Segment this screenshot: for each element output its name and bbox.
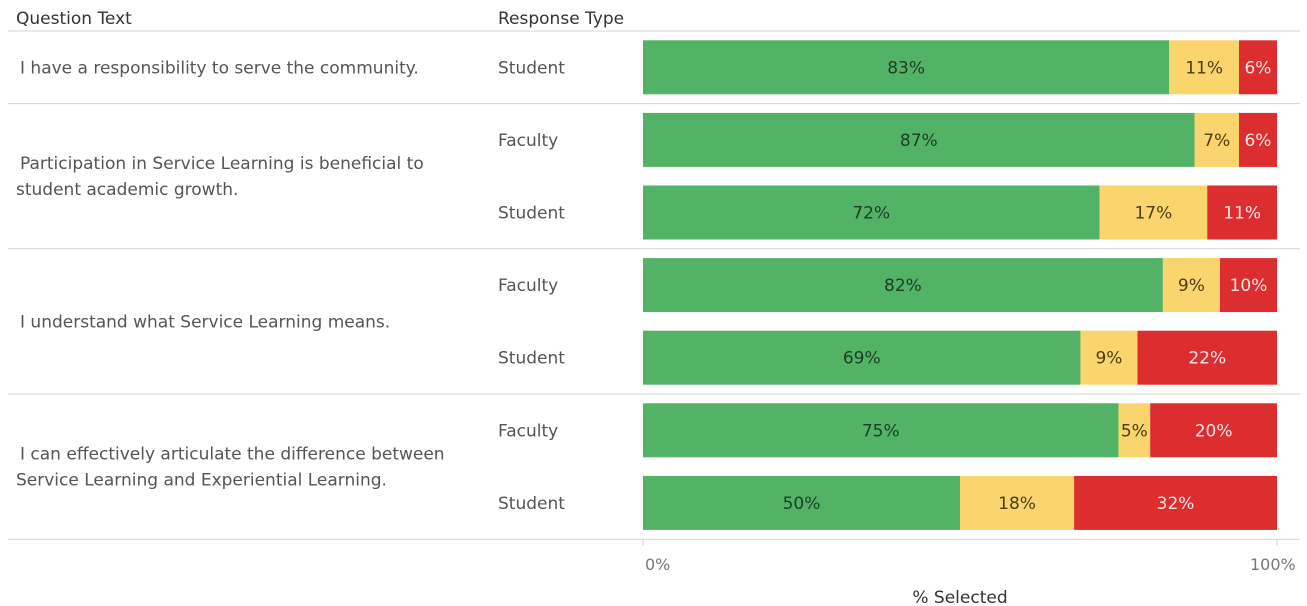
question-text: Service Learning and Experiential Learni…	[16, 471, 387, 491]
bar-segment-neutral	[1162, 258, 1220, 313]
data-label: 11%	[1223, 204, 1261, 224]
response-type-label: Faculty	[498, 421, 558, 441]
bar-segment-neutral	[1169, 40, 1239, 95]
bar-segment-agree	[643, 40, 1170, 95]
x-tick-label: 0%	[645, 555, 670, 574]
bar-segment-agree	[643, 475, 960, 530]
data-label: 83%	[887, 58, 925, 78]
bar-segment-disagree	[1238, 40, 1277, 95]
bar-segment-agree	[643, 112, 1195, 167]
response-type-label: Student	[498, 58, 565, 78]
data-label: 82%	[884, 276, 922, 296]
bar-segment-neutral	[960, 475, 1075, 530]
response-type-label: Student	[498, 494, 565, 514]
data-label: 11%	[1185, 58, 1223, 78]
bar-segment-disagree	[1150, 403, 1277, 458]
response-type-column-header: Response Type	[498, 9, 624, 29]
question-text: I understand what Service Learning means…	[20, 312, 390, 332]
data-label: 22%	[1188, 349, 1226, 369]
response-type-label: Faculty	[498, 131, 558, 151]
question-text: I have a responsibility to serve the com…	[20, 58, 419, 78]
bar-segment-disagree	[1219, 258, 1277, 313]
data-label: 75%	[862, 421, 900, 441]
question-column-header: Question Text	[16, 9, 132, 29]
question-text: Participation in Service Learning is ben…	[20, 154, 424, 174]
response-type-label: Student	[498, 349, 565, 369]
response-type-label: Faculty	[498, 276, 558, 296]
data-label: 20%	[1195, 421, 1233, 441]
bar-segment-neutral	[1080, 330, 1138, 385]
response-type-label: Student	[498, 204, 565, 224]
x-tick-label: 100%	[1250, 555, 1296, 574]
bar-segment-agree	[643, 403, 1119, 458]
data-label: 72%	[852, 204, 890, 224]
data-label: 6%	[1244, 131, 1271, 151]
data-label: 9%	[1178, 276, 1205, 296]
bar-segment-agree	[643, 185, 1100, 240]
question-text: I can effectively articulate the differe…	[20, 445, 445, 465]
question-text: student academic growth.	[16, 180, 238, 200]
data-label: 87%	[900, 131, 938, 151]
data-label: 69%	[843, 349, 881, 369]
bar-segment-neutral	[1194, 112, 1239, 167]
bar-segment-neutral	[1099, 185, 1208, 240]
bar-segment-disagree	[1137, 330, 1277, 385]
bar-segment-agree	[643, 330, 1081, 385]
data-label: 18%	[998, 494, 1036, 514]
bar-segment-neutral	[1118, 403, 1151, 458]
data-label: 7%	[1203, 131, 1230, 151]
data-label: 9%	[1095, 349, 1122, 369]
data-label: 6%	[1244, 58, 1271, 78]
bar-segment-disagree	[1074, 475, 1277, 530]
bar-segment-disagree	[1207, 185, 1277, 240]
data-label: 50%	[783, 494, 821, 514]
data-label: 17%	[1134, 204, 1172, 224]
bar-segment-disagree	[1238, 112, 1277, 167]
data-label: 32%	[1157, 494, 1195, 514]
x-axis-label: % Selected	[912, 588, 1007, 606]
bar-segment-agree	[643, 258, 1163, 313]
data-label: 5%	[1121, 421, 1148, 441]
data-label: 10%	[1230, 276, 1268, 296]
